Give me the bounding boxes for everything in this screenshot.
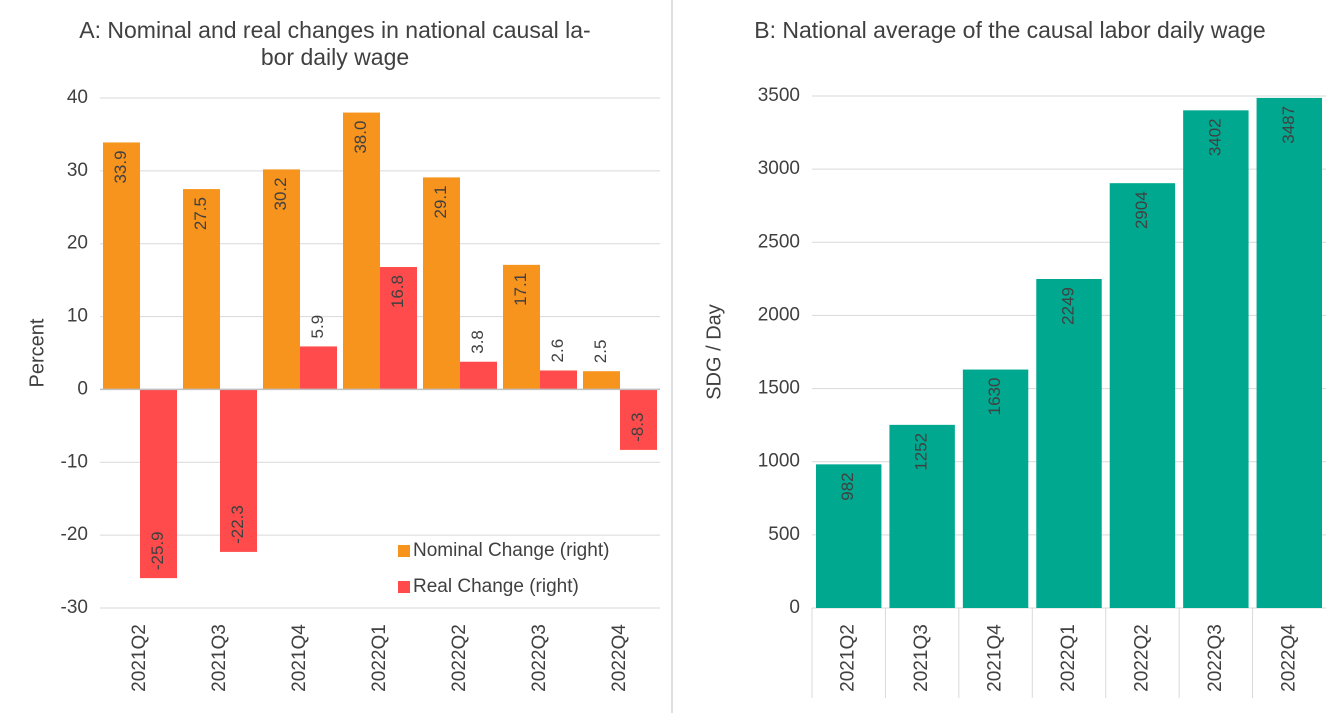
data-label: 33.9 bbox=[111, 150, 130, 183]
data-label: 17.1 bbox=[511, 273, 530, 306]
bar bbox=[460, 361, 497, 390]
bar bbox=[620, 389, 657, 450]
x-tick-label: 2022Q4 bbox=[1278, 624, 1299, 692]
x-tick-label: 2021Q4 bbox=[289, 624, 310, 692]
bar bbox=[343, 112, 380, 390]
x-tick-label: 2021Q3 bbox=[911, 624, 932, 692]
data-label: 1630 bbox=[985, 378, 1004, 416]
data-label: 29.1 bbox=[431, 185, 450, 218]
legend-label: Nominal Change (right) bbox=[413, 540, 609, 561]
bar bbox=[103, 142, 140, 390]
data-label: 3.8 bbox=[468, 330, 487, 354]
bar bbox=[183, 189, 220, 390]
data-label: 27.5 bbox=[191, 197, 210, 230]
y-tick-label: 0 bbox=[789, 597, 800, 618]
y-tick-label: 2500 bbox=[758, 231, 800, 252]
data-label: 1252 bbox=[912, 433, 931, 471]
x-tick-label: 2021Q2 bbox=[838, 624, 859, 692]
x-tick-label: 2022Q2 bbox=[1131, 624, 1152, 692]
y-tick-label: -10 bbox=[61, 451, 88, 472]
chart-title: A: Nominal and real changes in national … bbox=[79, 17, 590, 43]
bar bbox=[1256, 97, 1322, 609]
data-label: 3487 bbox=[1279, 106, 1298, 144]
y-tick-label: 1000 bbox=[758, 451, 800, 472]
bar bbox=[962, 369, 1029, 608]
y-axis-label: Percent bbox=[26, 318, 48, 387]
data-label: 2904 bbox=[1132, 191, 1151, 229]
y-tick-label: 3500 bbox=[758, 85, 800, 106]
bar bbox=[1109, 183, 1176, 608]
y-axis-label: SDG / Day bbox=[703, 304, 725, 400]
bar bbox=[300, 346, 337, 390]
y-tick-label: 30 bbox=[67, 160, 88, 181]
x-tick-label: 2022Q3 bbox=[1205, 624, 1226, 692]
legend-swatch bbox=[398, 581, 410, 593]
y-tick-label: -30 bbox=[61, 597, 88, 618]
bar bbox=[423, 177, 460, 390]
x-tick-label: 2022Q3 bbox=[529, 624, 550, 692]
bar bbox=[140, 389, 177, 579]
y-tick-label: 0 bbox=[77, 378, 88, 399]
x-tick-label: 2022Q2 bbox=[449, 624, 470, 692]
bar bbox=[816, 464, 882, 608]
bar bbox=[583, 371, 620, 390]
x-tick-label: 2021Q4 bbox=[985, 624, 1006, 692]
bar bbox=[1036, 279, 1102, 608]
data-label: 2.5 bbox=[591, 340, 610, 364]
y-tick-label: 40 bbox=[67, 87, 88, 108]
data-label: 2.6 bbox=[548, 339, 567, 363]
y-tick-label: 1500 bbox=[758, 378, 800, 399]
y-tick-label: 500 bbox=[768, 524, 800, 545]
data-label: 30.2 bbox=[271, 177, 290, 210]
y-tick-label: 3000 bbox=[758, 158, 800, 179]
data-label: -22.3 bbox=[228, 505, 247, 544]
data-label: -25.9 bbox=[148, 531, 167, 570]
data-label: 38.0 bbox=[351, 121, 370, 154]
x-tick-label: 2021Q2 bbox=[129, 624, 150, 692]
bar bbox=[263, 169, 300, 390]
data-label: 3402 bbox=[1205, 118, 1224, 156]
data-label: -8.3 bbox=[628, 413, 647, 442]
bar bbox=[1183, 110, 1249, 608]
data-label: 982 bbox=[838, 472, 857, 500]
x-tick-label: 2022Q4 bbox=[609, 624, 630, 692]
y-tick-label: -20 bbox=[61, 524, 88, 545]
legend-swatch bbox=[398, 545, 410, 557]
data-label: 16.8 bbox=[388, 275, 407, 308]
legend-label: Real Change (right) bbox=[413, 576, 579, 597]
x-tick-label: 2021Q3 bbox=[209, 624, 230, 692]
chart-title: B: National average of the causal labor … bbox=[754, 17, 1265, 43]
bar bbox=[889, 424, 955, 608]
x-tick-label: 2022Q1 bbox=[1058, 624, 1079, 692]
y-tick-label: 10 bbox=[67, 306, 88, 327]
x-tick-label: 2022Q1 bbox=[369, 624, 390, 692]
data-label: 5.9 bbox=[308, 315, 327, 339]
bar bbox=[380, 267, 417, 390]
bar bbox=[503, 264, 540, 390]
y-tick-label: 20 bbox=[67, 233, 88, 254]
y-tick-label: 2000 bbox=[758, 304, 800, 325]
bar bbox=[220, 389, 257, 552]
data-label: 2249 bbox=[1058, 287, 1077, 325]
chart-title: bor daily wage bbox=[261, 44, 409, 70]
bar bbox=[540, 370, 577, 390]
